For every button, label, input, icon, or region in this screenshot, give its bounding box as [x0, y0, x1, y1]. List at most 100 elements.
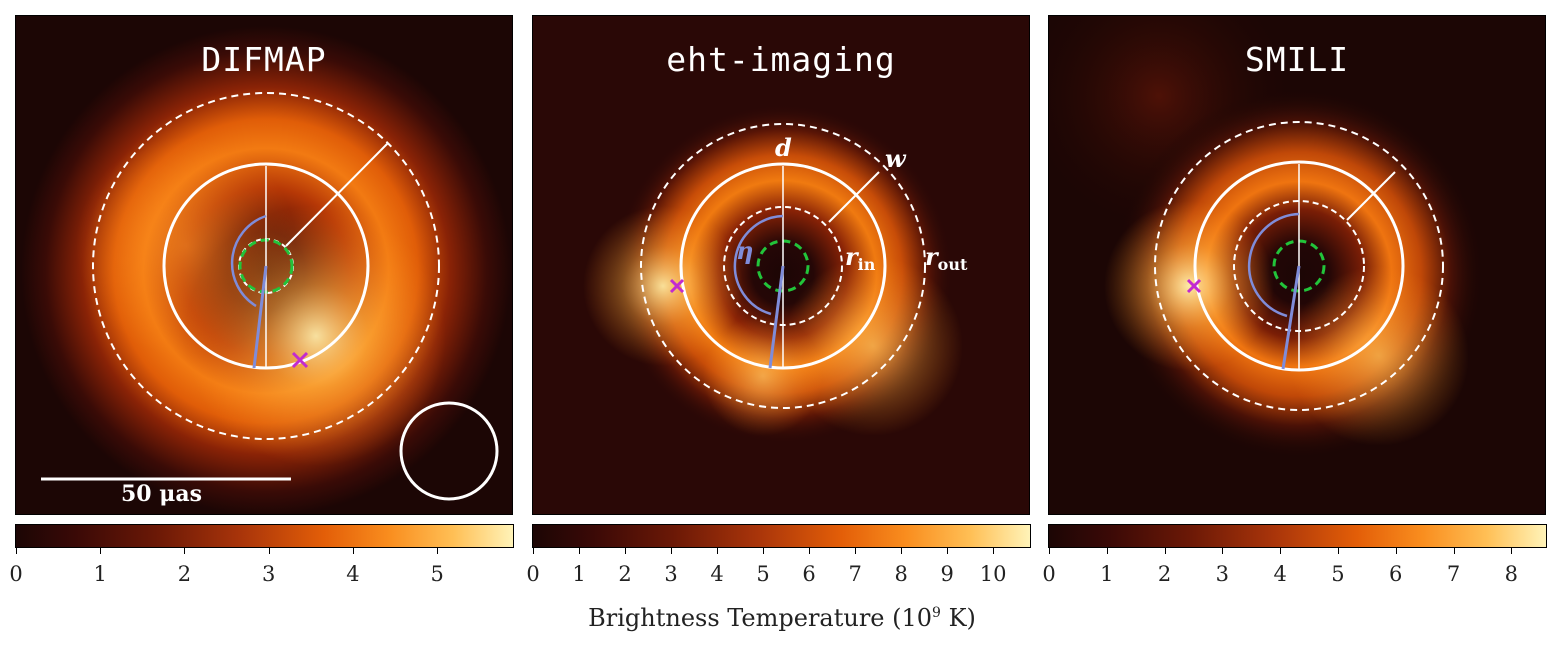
colorbar-tick-label: 3 — [262, 562, 276, 586]
eta-line — [252, 265, 268, 369]
colorbar-caption: Brightness Temperature (109 K) — [0, 604, 1564, 632]
colorbar-tick — [1106, 548, 1108, 554]
eta-line — [1281, 265, 1301, 370]
brightness-peak-marker — [291, 351, 309, 369]
r-out-label: rout — [925, 242, 967, 274]
outer-radius-circle — [640, 123, 926, 409]
eta-label: η — [736, 236, 754, 265]
difmap-image — [16, 16, 512, 514]
eta-arc — [230, 214, 267, 308]
colorbar-tick — [809, 548, 811, 554]
colorbar-tick-label: 0 — [526, 562, 540, 586]
eht-imaging-image — [533, 16, 1029, 514]
width-arrow — [285, 142, 389, 247]
brightness-peak-marker — [1186, 278, 1202, 294]
colorbar-tick — [625, 548, 627, 554]
panel-difmap: DIFMAP 50 μas — [15, 15, 513, 515]
colorbar-tick-label: 2 — [618, 562, 632, 586]
smili-image — [1049, 16, 1545, 514]
outer-radius-circle — [92, 92, 440, 440]
colorbar-tick-label: 7 — [1446, 562, 1461, 586]
colorbar-tick — [1395, 548, 1397, 554]
colorbar-tick-label: 9 — [940, 562, 954, 586]
caption-unit: K) — [940, 604, 976, 632]
width-arrow — [1346, 171, 1396, 221]
panel-smili: SMILI — [1048, 15, 1546, 515]
colorbar-tick — [1280, 548, 1282, 554]
scale-bar-label: 50 μas — [121, 481, 203, 507]
colorbar-tick-label: 4 — [346, 562, 360, 586]
colorbar-tick — [100, 548, 102, 554]
eta-line — [768, 265, 785, 369]
out-subscript: out — [937, 255, 968, 274]
colorbar-tick-label: 1 — [1100, 562, 1114, 586]
colorbar-gradient — [533, 525, 1030, 547]
colorbar-tick-label: 10 — [979, 562, 1007, 586]
panel-title: eht-imaging — [666, 40, 896, 79]
panel-eht-imaging: eht-imaging d w η rin rout — [532, 15, 1030, 515]
beam-circle — [399, 401, 499, 501]
colorbar-tick — [579, 548, 581, 554]
colorbar-tick-label: 7 — [848, 562, 862, 586]
colorbar-tick-label: 5 — [1331, 562, 1345, 586]
colorbar-tick — [947, 548, 949, 554]
colorbar-difmap — [15, 524, 514, 548]
colorbar-tick-label: 0 — [9, 562, 23, 586]
colorbar-tick-label: 5 — [430, 562, 444, 586]
colorbar-gradient — [1049, 525, 1546, 547]
colorbar-tick — [1337, 548, 1339, 554]
colorbar-tick — [1222, 548, 1224, 554]
colorbar-tick — [671, 548, 673, 554]
colorbar-tick — [1453, 548, 1455, 554]
colorbar-tick — [717, 548, 719, 554]
colorbar-tick — [268, 548, 270, 554]
eta-arc — [733, 214, 784, 316]
colorbar-tick-label: 3 — [1215, 562, 1230, 586]
r-symbol: r — [845, 242, 858, 271]
colorbar-tick-label: 6 — [1389, 562, 1403, 586]
colorbar-tick — [352, 548, 354, 554]
colorbar-tick — [437, 548, 439, 554]
colorbar-tick-label: 2 — [177, 562, 192, 586]
caption-text: Brightness Temperature (10 — [588, 604, 933, 632]
colorbar-ticks-eht-imaging: 0 1 2 3 4 5 6 7 8 9 10 — [526, 548, 1031, 588]
caption-exponent: 9 — [932, 605, 941, 621]
colorbar-tick-label: 1 — [572, 562, 586, 586]
panel-title: DIFMAP — [201, 40, 327, 79]
colorbar-ticks-difmap: 0 1 2 3 4 5 — [9, 548, 514, 588]
colorbar-tick-label: 2 — [1157, 562, 1172, 586]
diameter-label: d — [775, 133, 792, 162]
in-subscript: in — [857, 255, 876, 274]
colorbar-tick — [1164, 548, 1166, 554]
width-label: w — [885, 144, 906, 173]
colorbar-tick — [1511, 548, 1513, 554]
colorbar-tick — [533, 548, 534, 554]
colorbar-tick-label: 1 — [93, 562, 107, 586]
colorbar-tick — [184, 548, 186, 554]
eta-arc — [1247, 212, 1300, 318]
colorbar-tick-label: 8 — [894, 562, 908, 586]
colorbar-tick-label: 8 — [1504, 562, 1518, 586]
colorbar-tick-label: 0 — [1042, 562, 1056, 586]
colorbar-smili — [1048, 524, 1547, 548]
outer-radius-circle — [1154, 121, 1444, 411]
colorbar-tick — [16, 548, 17, 554]
colorbar-tick-label: 5 — [756, 562, 770, 586]
panel-title: SMILI — [1244, 40, 1350, 79]
colorbar-ticks-smili: 0 1 2 3 4 5 6 7 8 — [1042, 548, 1547, 588]
colorbar-tick-label: 6 — [802, 562, 816, 586]
colorbar-gradient — [16, 525, 513, 547]
colorbar-eht-imaging — [532, 524, 1031, 548]
colorbar-tick-label: 4 — [710, 562, 724, 586]
r-symbol: r — [925, 242, 938, 271]
colorbar-tick — [855, 548, 857, 554]
width-arrow — [828, 171, 880, 223]
colorbar-tick — [763, 548, 765, 554]
brightness-peak-marker — [669, 278, 685, 294]
colorbar-tick — [901, 548, 903, 554]
colorbar-tick-label: 4 — [1273, 562, 1287, 586]
colorbar-tick — [1049, 548, 1050, 554]
colorbar-tick — [993, 548, 995, 554]
r-in-label: rin — [845, 242, 875, 274]
colorbar-tick-label: 3 — [664, 562, 678, 586]
